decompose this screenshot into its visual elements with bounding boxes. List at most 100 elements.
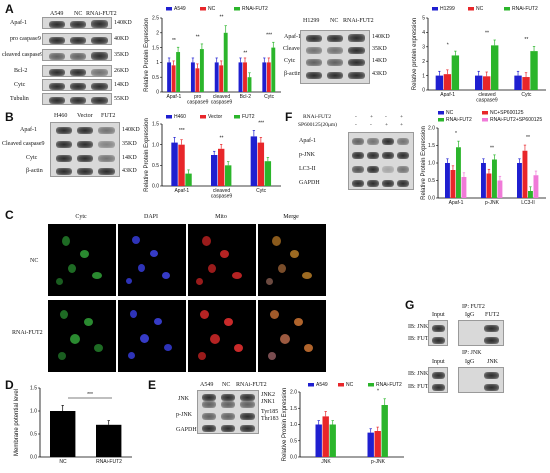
x-tick-label: caspase9 xyxy=(211,100,233,106)
row-label: p-JNK xyxy=(299,152,315,158)
bar xyxy=(225,165,232,186)
significance-marker: ** xyxy=(220,15,224,21)
bar xyxy=(250,136,258,186)
y-tick-label: 0.5 xyxy=(152,163,159,169)
row-label: Cytc xyxy=(284,58,296,64)
y-tick-label: 3 xyxy=(422,45,425,51)
mw-label: Tyr185 xyxy=(261,409,279,415)
bar xyxy=(211,155,218,186)
row-label: Cytc xyxy=(26,155,38,161)
bar xyxy=(167,62,172,92)
x-tick-label: NC xyxy=(59,459,67,465)
column-header: DAPI xyxy=(143,214,158,220)
y-tick-label: 0.0 xyxy=(428,196,435,202)
blot-strip xyxy=(300,30,370,84)
mw-label: 140KD xyxy=(122,127,140,133)
bar-chart-d: 0.0 0.5 1.0 1.5 Membrane potential level NC RN… xyxy=(14,386,132,465)
legend-swatch xyxy=(438,118,444,122)
y-tick-label: 0.5 xyxy=(152,75,159,81)
legend-swatch xyxy=(200,7,206,11)
significance-marker: ** xyxy=(524,37,528,43)
x-tick-label: caspase9 xyxy=(187,100,209,106)
bar xyxy=(178,144,185,186)
x-tick-label: caspase9 xyxy=(476,98,498,104)
legend-label: RNAi-FUT2 xyxy=(512,6,538,12)
y-tick-label: 1.5 xyxy=(30,386,37,392)
lane-header: A549 xyxy=(200,382,214,388)
x-tick-label: JNK xyxy=(321,459,331,465)
row-label: LC3-II xyxy=(299,166,316,172)
micro-image-cytc-rnai xyxy=(48,300,116,372)
x-tick-label: Apaf-1 xyxy=(174,188,189,194)
x-tick-label: cleaved xyxy=(478,92,495,98)
column-header: Cytc xyxy=(75,214,87,220)
row-label: Apaf-1 xyxy=(284,34,301,40)
lane-header: NC xyxy=(74,11,83,17)
mw-label: 43KD xyxy=(372,71,387,77)
y-axis-label: Relative Protein Expression xyxy=(144,18,150,92)
row-label: pro caspase9 xyxy=(10,36,41,42)
legend-swatch xyxy=(504,7,510,11)
row-label: RNAi-FUT2 xyxy=(12,330,43,336)
blot-strip xyxy=(428,367,448,393)
lane-header: IgG xyxy=(465,359,475,365)
row-label: IB: JNK xyxy=(408,371,429,377)
blot-strip xyxy=(42,49,112,61)
y-tick-label: 1.5 xyxy=(152,122,159,128)
bar xyxy=(218,148,225,186)
y-tick-label: 0 xyxy=(422,88,425,94)
blot-strip xyxy=(50,122,120,177)
mw-label: 140KD xyxy=(114,20,132,26)
lane-header: RNAi-FUT2 xyxy=(236,382,267,388)
micro-image-dapi-rnai xyxy=(118,300,186,372)
mw-label: 140KD xyxy=(372,34,390,40)
legend-swatch xyxy=(482,111,488,115)
x-tick-label: Cytc xyxy=(264,94,275,100)
significance-marker: ** xyxy=(243,50,247,56)
bar xyxy=(50,411,76,457)
blot-strip xyxy=(348,132,414,190)
row-label: β-actin xyxy=(26,168,43,174)
x-tick-label: Cytc xyxy=(521,92,532,98)
row-label: Cytc xyxy=(14,82,26,88)
row-label: GAPDH xyxy=(176,427,197,433)
bar xyxy=(367,432,374,457)
legend-swatch xyxy=(368,383,374,387)
y-axis-label: Relative Protein Expression xyxy=(421,126,427,200)
ip-label: IP: FUT2 xyxy=(462,304,485,310)
mw-label: 40KD xyxy=(114,36,129,42)
bar xyxy=(247,77,252,92)
mw-label: JNK1 xyxy=(261,399,276,405)
blot-strip xyxy=(428,320,448,346)
x-tick-label: Cytc xyxy=(256,188,267,194)
bar xyxy=(214,62,219,92)
legend-label: NC xyxy=(446,110,454,116)
bar xyxy=(195,68,200,92)
bar xyxy=(451,55,460,90)
y-axis-label: Relative Protein Expression xyxy=(144,118,150,192)
row-label: Cleaved caspase9 xyxy=(2,141,45,147)
legend-label: NC+SP600125 xyxy=(490,110,524,116)
bar xyxy=(266,62,271,92)
treatment-sign: - xyxy=(385,114,387,120)
bar xyxy=(483,76,491,90)
row-label: IB: FUT2 xyxy=(408,336,432,342)
bar xyxy=(435,75,444,90)
bar xyxy=(443,74,452,90)
x-tick-label: cleaved xyxy=(213,188,230,194)
x-tick-label: cleaved xyxy=(213,94,230,100)
row-label: NC xyxy=(30,258,39,264)
bar xyxy=(491,45,499,90)
significance-marker: * xyxy=(455,131,457,137)
bar xyxy=(517,163,522,198)
y-axis-label: Relative Protein Expression xyxy=(282,388,288,462)
lane-header: NC xyxy=(222,382,231,388)
x-tick-label: caspase9 xyxy=(211,194,233,200)
ip-label: IP: JNK xyxy=(462,350,482,356)
lane-header: A549 xyxy=(50,11,64,17)
significance-marker: ** xyxy=(526,135,530,141)
y-tick-label: 1.0 xyxy=(428,161,435,167)
bar xyxy=(257,142,265,186)
